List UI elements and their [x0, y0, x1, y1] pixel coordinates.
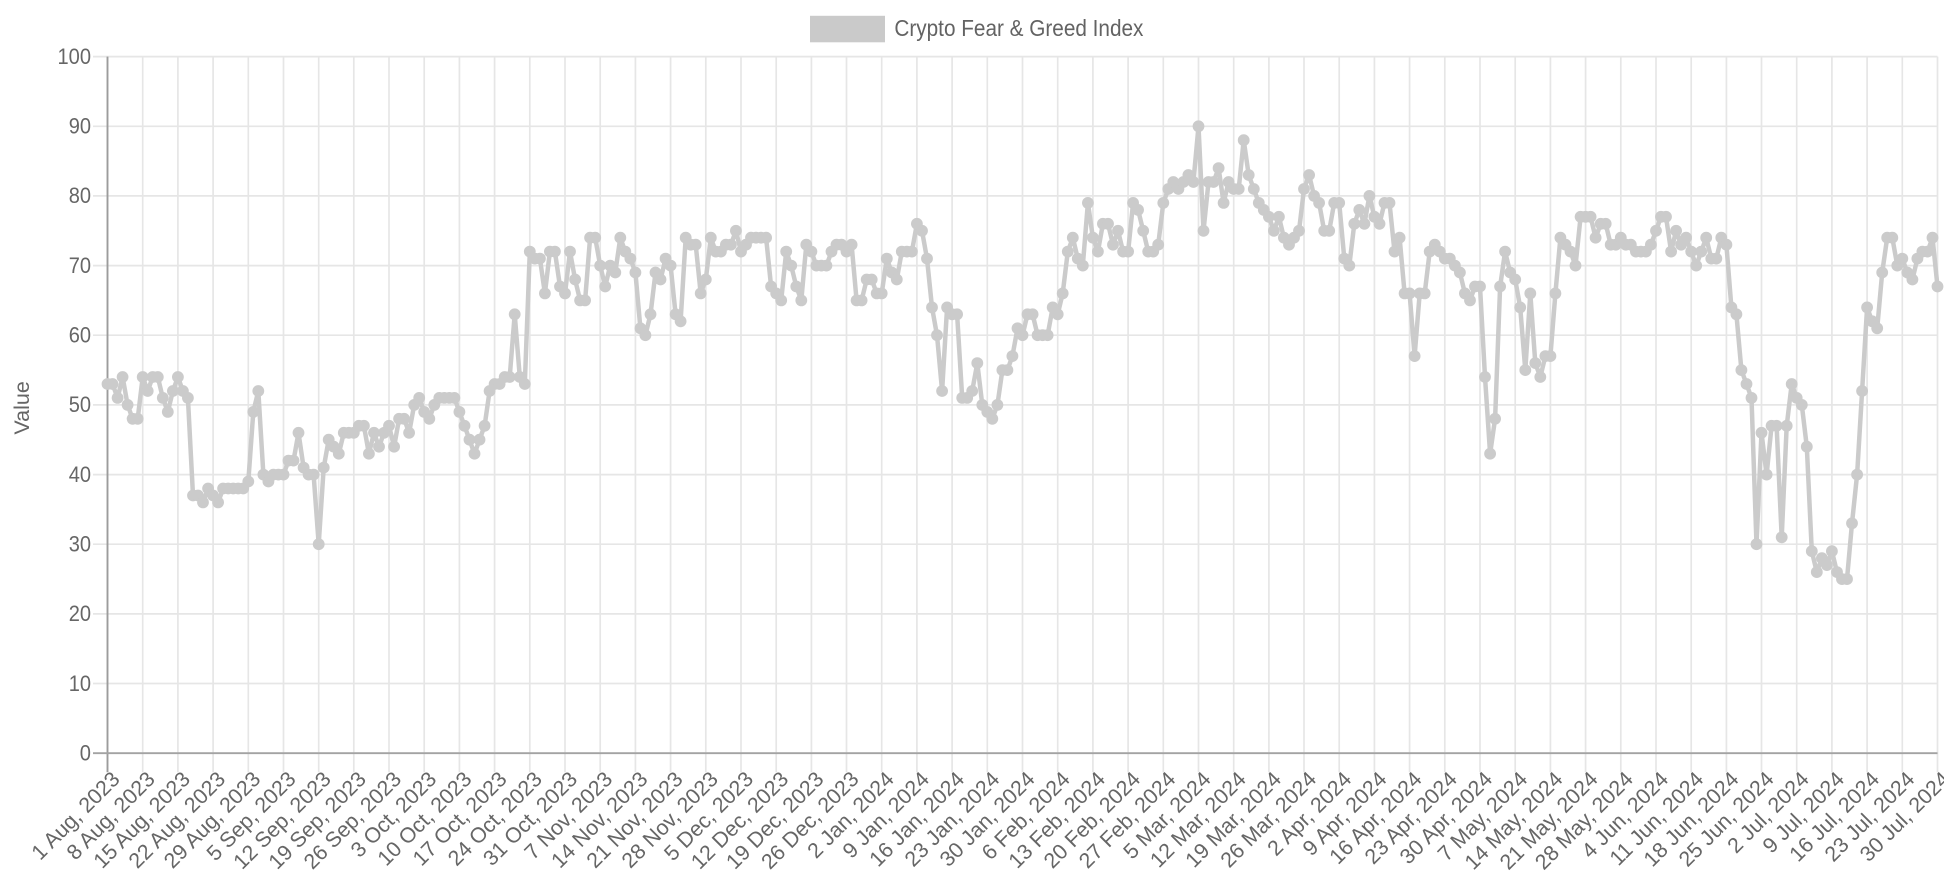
svg-text:10: 10 — [69, 671, 91, 696]
svg-text:70: 70 — [69, 253, 91, 278]
svg-text:100: 100 — [58, 44, 92, 69]
svg-text:80: 80 — [69, 183, 91, 208]
svg-text:Value: Value — [10, 381, 34, 434]
svg-text:20: 20 — [69, 601, 91, 626]
svg-text:40: 40 — [69, 462, 91, 487]
svg-text:50: 50 — [69, 392, 91, 417]
svg-text:Crypto Fear & Greed Index: Crypto Fear & Greed Index — [894, 15, 1143, 41]
svg-text:30: 30 — [69, 532, 91, 557]
svg-text:60: 60 — [69, 323, 91, 348]
svg-text:0: 0 — [80, 741, 91, 766]
svg-text:90: 90 — [69, 114, 91, 139]
